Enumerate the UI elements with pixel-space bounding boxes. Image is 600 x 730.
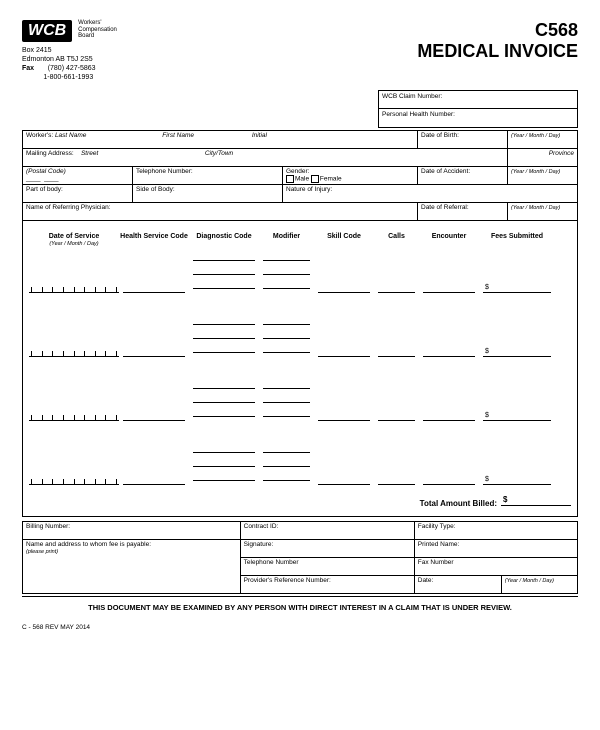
billing-tel-field[interactable]: Telephone Number	[240, 558, 414, 576]
date-input[interactable]	[29, 339, 119, 357]
col-mod: Modifier	[259, 233, 314, 247]
doa-field[interactable]: Date of Accident:	[418, 167, 508, 185]
logo-icon: WCB	[22, 20, 72, 42]
title-block: C568 MEDICAL INVOICE	[417, 20, 578, 82]
worker-name-field[interactable]: Worker's: Last Name First Name Initial	[23, 131, 418, 149]
billing-fax-field[interactable]: Fax Number	[414, 558, 577, 576]
telephone-field[interactable]: Telephone Number:	[133, 167, 283, 185]
billing-date-field[interactable]: Date:	[414, 576, 501, 594]
services-header: Date of Service(Year / Month / Day) Heal…	[29, 225, 571, 251]
female-checkbox[interactable]	[311, 175, 319, 183]
fees-input[interactable]	[483, 279, 551, 293]
date-input[interactable]	[29, 275, 119, 293]
enc-input[interactable]	[423, 279, 475, 293]
billing-table: Billing Number: Contract ID: Facility Ty…	[22, 521, 578, 594]
addr-box: Box 2415	[22, 46, 117, 55]
dob-field[interactable]: Date of Birth:	[418, 131, 508, 149]
provider-ref-field[interactable]: Provider's Reference Number:	[240, 576, 414, 594]
billing-number-field[interactable]: Billing Number:	[23, 522, 241, 540]
printed-name-field[interactable]: Printed Name:	[414, 540, 577, 558]
header: WCB Workers' Compensation Board Box 2415…	[22, 20, 578, 82]
col-diag: Diagnostic Code	[189, 233, 259, 247]
facility-type-field[interactable]: Facility Type:	[414, 522, 577, 540]
skill-input[interactable]	[318, 279, 370, 293]
dob-hint: (Year / Month / Day)	[508, 131, 578, 149]
pay-to-field[interactable]: Name and address to whom fee is payable:…	[23, 540, 241, 594]
diag-input[interactable]	[193, 251, 255, 261]
services-section: Date of Service(Year / Month / Day) Heal…	[22, 221, 578, 517]
addr-city: Edmonton AB T5J 2S5	[22, 55, 117, 64]
footer-note: THIS DOCUMENT MAY BE EXAMINED BY ANY PER…	[22, 596, 578, 618]
date-input[interactable]	[29, 403, 119, 421]
contract-id-field[interactable]: Contract ID:	[240, 522, 414, 540]
referral-date-hint: (Year / Month / Day)	[508, 203, 578, 221]
mod-input[interactable]	[263, 251, 310, 261]
postal-field[interactable]: (Postal Code)____ ____	[23, 167, 133, 185]
part-of-body-field[interactable]: Part of body:	[23, 185, 133, 203]
patient-info-table: Worker's: Last Name First Name Initial D…	[22, 130, 578, 221]
col-hsc: Health Service Code	[119, 233, 189, 247]
col-fees: Fees Submitted	[479, 233, 555, 247]
gender-field[interactable]: Gender: Male Female	[283, 167, 418, 185]
referring-physician-field[interactable]: Name of Referring Physician:	[23, 203, 418, 221]
revision-label: C - 568 REV MAY 2014	[22, 624, 578, 631]
form-title: MEDICAL INVOICE	[417, 41, 578, 62]
col-date: Date of Service(Year / Month / Day)	[29, 233, 119, 247]
service-row[interactable]	[29, 251, 571, 293]
addr-toll: 1-800-661-1993	[22, 73, 117, 82]
col-enc: Encounter	[419, 233, 479, 247]
nature-of-injury-field[interactable]: Nature of Injury:	[283, 185, 578, 203]
male-checkbox[interactable]	[286, 175, 294, 183]
signature-field[interactable]: Signature:	[240, 540, 414, 558]
wcb-claim-field[interactable]: WCB Claim Number:	[379, 91, 577, 109]
hsc-input[interactable]	[123, 279, 185, 293]
col-skill: Skill Code	[314, 233, 374, 247]
service-row[interactable]	[29, 443, 571, 485]
col-calls: Calls	[374, 233, 419, 247]
province-field[interactable]: Province	[508, 149, 578, 167]
address-block: Box 2415 Edmonton AB T5J 2S5 Fax (780) 4…	[22, 46, 117, 82]
doa-hint: (Year / Month / Day)	[508, 167, 578, 185]
calls-input[interactable]	[378, 279, 415, 293]
phn-field[interactable]: Personal Health Number:	[379, 109, 577, 127]
referral-date-field[interactable]: Date of Referral:	[418, 203, 508, 221]
service-row[interactable]	[29, 379, 571, 421]
mailing-address-field[interactable]: Mailing Address: Street City/Town	[23, 149, 508, 167]
logo-subtitle: Workers' Compensation Board	[78, 20, 117, 40]
claim-box: WCB Claim Number: Personal Health Number…	[378, 90, 578, 128]
addr-fax: Fax (780) 427-5863	[22, 64, 117, 73]
billing-date-hint: (Year / Month / Day)	[501, 576, 577, 594]
total-billed: Total Amount Billed:	[29, 495, 571, 512]
date-input[interactable]	[29, 467, 119, 485]
total-input[interactable]	[501, 505, 571, 506]
form-code: C568	[417, 20, 578, 41]
service-row[interactable]	[29, 315, 571, 357]
logo-block: WCB Workers' Compensation Board Box 2415…	[22, 20, 117, 82]
side-of-body-field[interactable]: Side of Body:	[133, 185, 283, 203]
